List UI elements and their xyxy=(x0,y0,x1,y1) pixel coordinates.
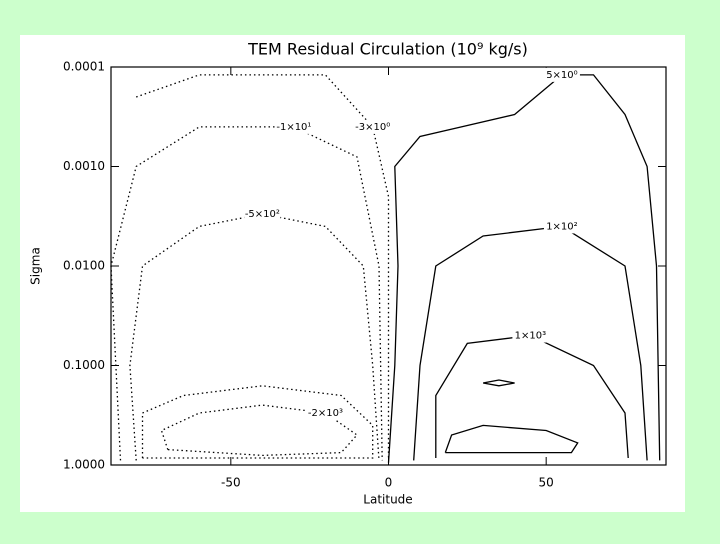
contour-line xyxy=(387,74,661,463)
contour-label-bg xyxy=(354,119,391,134)
contour-label-bg xyxy=(512,328,549,343)
contour-label: -2×10³ xyxy=(308,408,343,419)
contour-line xyxy=(482,379,515,387)
contour-label-bg xyxy=(543,219,580,234)
contour-label-bg xyxy=(543,67,580,82)
contour-label: 1×10³ xyxy=(515,331,546,342)
contour-label: 1×10² xyxy=(546,221,577,232)
y-tick-label: 0.0001 xyxy=(63,60,105,74)
contour-label: -5×10² xyxy=(245,209,280,220)
contour-label: -3×10⁰ xyxy=(355,122,390,133)
x-axis-label: Latitude xyxy=(363,493,412,507)
y-tick-label: 0.0100 xyxy=(63,259,105,273)
panel xyxy=(20,35,685,512)
contour-line xyxy=(135,74,390,461)
contour-label: -1×10¹ xyxy=(276,122,311,133)
x-tick-label: -50 xyxy=(221,476,241,490)
contour-label-bg xyxy=(275,119,312,134)
y-tick-label: 0.1000 xyxy=(63,358,105,372)
chart-title: TEM Residual Circulation (10⁹ kg/s) xyxy=(247,40,528,59)
contour-line xyxy=(110,126,383,461)
y-tick-label: 0.0010 xyxy=(63,159,105,173)
contour-label-bg xyxy=(244,206,281,221)
contour-label: 5×10⁰ xyxy=(546,70,577,81)
contour-line xyxy=(444,424,579,454)
y-tick-label: 1.0000 xyxy=(63,458,105,472)
x-tick-label: 50 xyxy=(539,476,554,490)
contour-line xyxy=(413,225,648,461)
x-tick-label: 0 xyxy=(385,476,393,490)
y-axis-label: Sigma xyxy=(29,247,43,285)
contour-label-bg xyxy=(307,405,344,420)
